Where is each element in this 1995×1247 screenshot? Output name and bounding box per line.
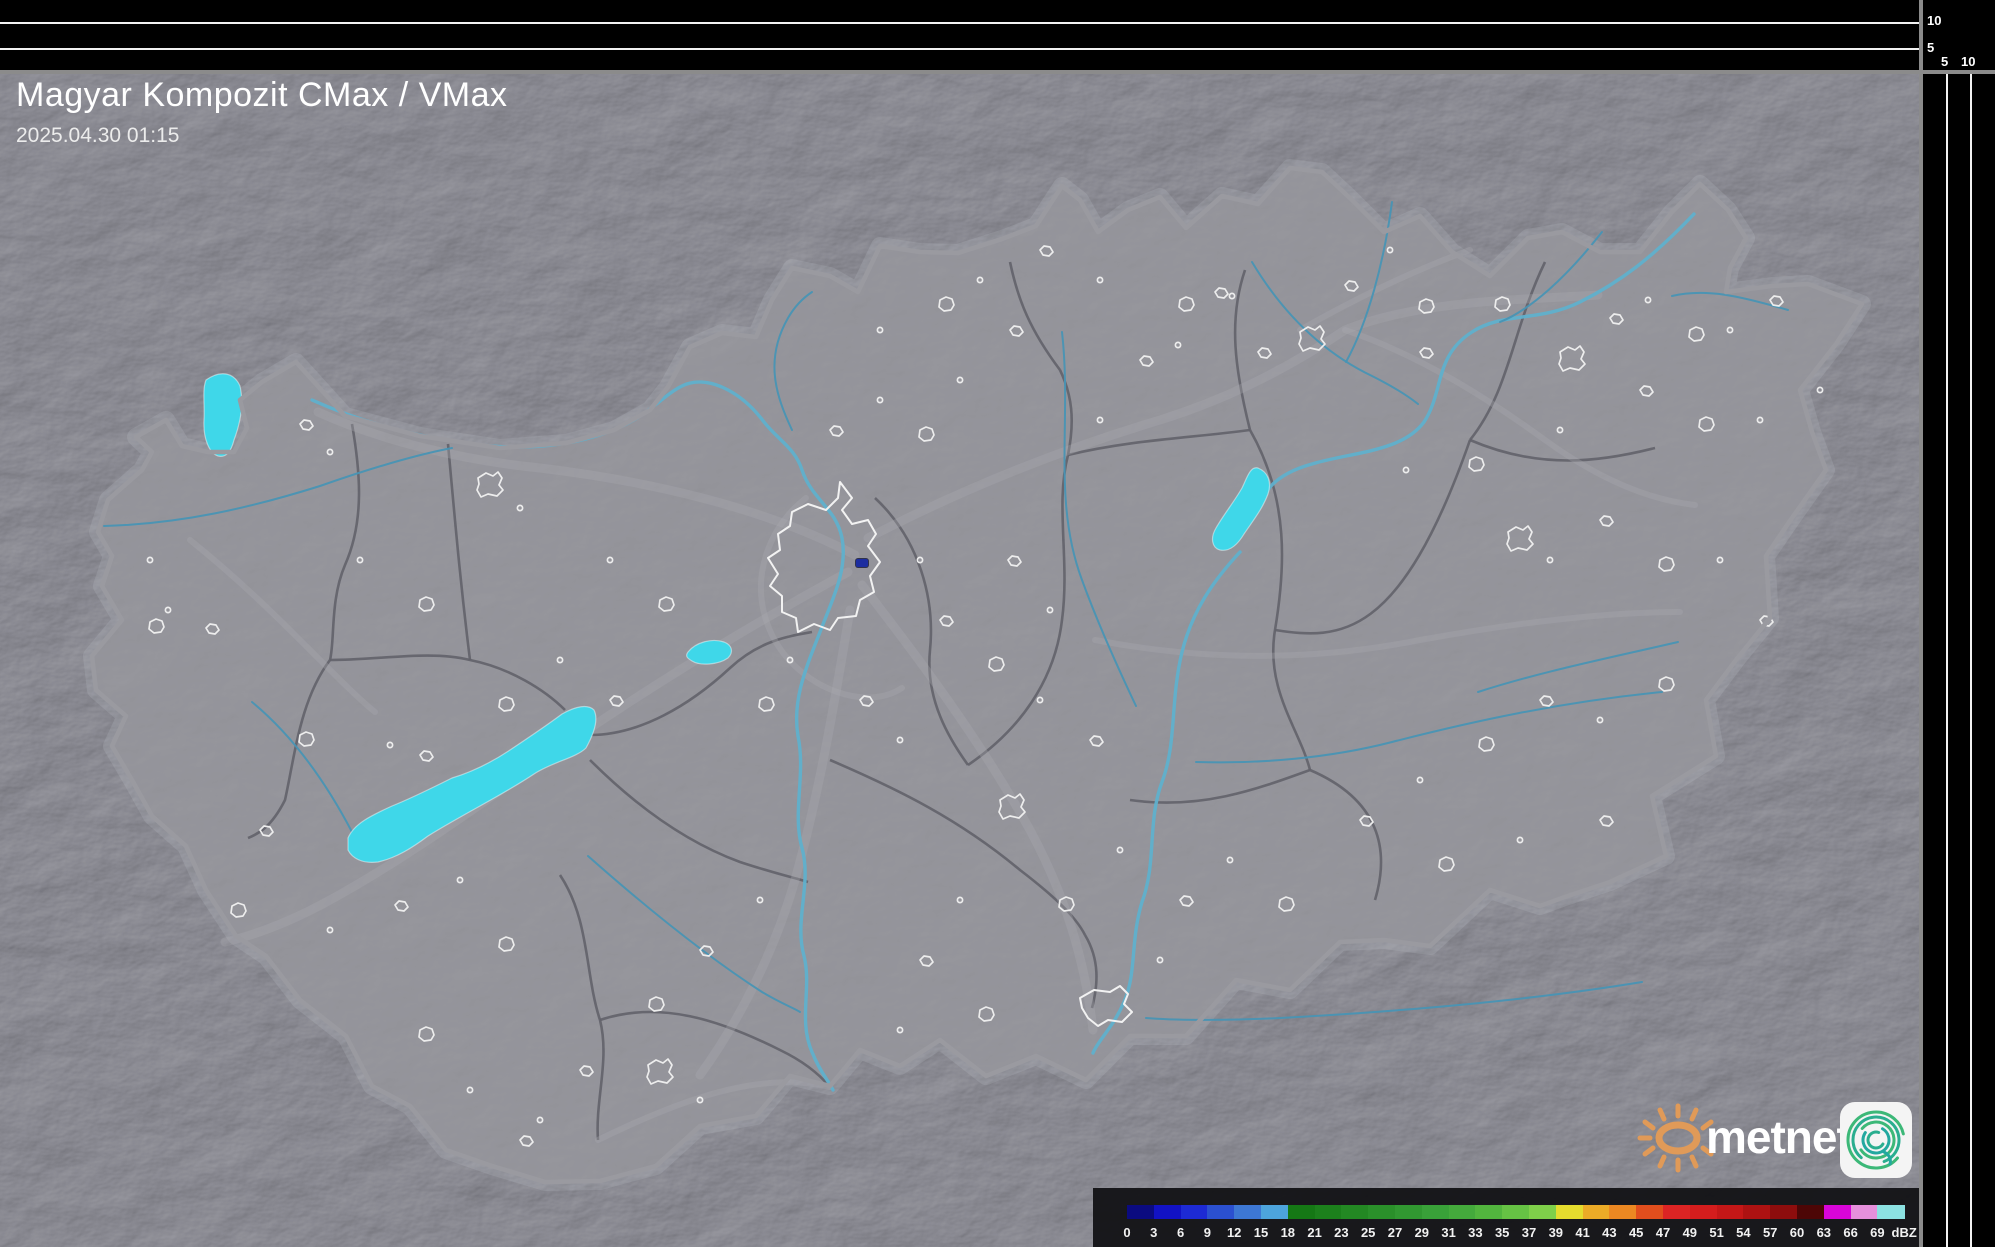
colorbar-tick-label: 49 bbox=[1682, 1225, 1698, 1240]
szeged-outline bbox=[1079, 985, 1133, 1027]
frame-horizontal-line bbox=[0, 70, 1995, 74]
colorbar-tick-label: 12 bbox=[1226, 1225, 1242, 1240]
colorbar-tick-label: 60 bbox=[1789, 1225, 1805, 1240]
colorbar-tick-label: 21 bbox=[1307, 1225, 1322, 1240]
metnet-logo: metnet bbox=[1636, 1092, 1916, 1184]
colorbar-tick-label: 51 bbox=[1709, 1225, 1724, 1240]
colorbar-segment bbox=[1716, 1205, 1744, 1219]
lakes bbox=[203, 373, 1271, 863]
colorbar-unit-label: dBZ bbox=[1891, 1225, 1917, 1240]
colorbar-tick-label: 41 bbox=[1575, 1225, 1590, 1240]
colorbar-tick-label: 9 bbox=[1203, 1225, 1212, 1240]
colorbar-tick-label: 15 bbox=[1253, 1225, 1269, 1240]
right-axis-label-10: 10 bbox=[1961, 54, 1976, 69]
colorbar-segment bbox=[1475, 1205, 1503, 1219]
colorbar-segment bbox=[1689, 1205, 1718, 1219]
colorbar-segment bbox=[1261, 1205, 1289, 1219]
sun-icon bbox=[1637, 1103, 1714, 1173]
dbz-colorbar: 0 3 6 9 12 15 18 21 23 25 27 29 31 33 35 37 39 41 43 45 47 49… bbox=[1093, 1188, 1919, 1247]
colorbar-tick-label: 66 bbox=[1843, 1225, 1858, 1240]
colorbar-tick-label: 18 bbox=[1280, 1225, 1296, 1240]
budapest-outline bbox=[767, 481, 881, 633]
colorbar-segment bbox=[1609, 1205, 1637, 1219]
colorbar-segment bbox=[1502, 1205, 1530, 1219]
colorbar-segment bbox=[1395, 1205, 1423, 1219]
logo-wordmark: metnet bbox=[1706, 1111, 1852, 1163]
lake-velence bbox=[686, 639, 733, 665]
lake-tisza bbox=[1211, 467, 1271, 551]
profile-gridline-10km bbox=[0, 22, 1919, 24]
colorbar-tick-label: 69 bbox=[1870, 1225, 1885, 1240]
colorbar-segment bbox=[1314, 1205, 1342, 1219]
colorbar-segment bbox=[1207, 1205, 1235, 1219]
colorbar-segment bbox=[1153, 1205, 1182, 1219]
title-block: Magyar Kompozit CMax / VMax 2025.04.30 0… bbox=[16, 76, 508, 148]
colorbar-tick-label: 29 bbox=[1414, 1225, 1430, 1240]
colorbar-segment bbox=[1529, 1205, 1557, 1219]
colorbar-tick-label: 45 bbox=[1628, 1225, 1644, 1240]
colorbar-tick-label: 31 bbox=[1441, 1225, 1456, 1240]
colorbar-tick-label: 37 bbox=[1521, 1225, 1537, 1240]
colorbar-tick-label: 25 bbox=[1360, 1225, 1376, 1240]
timestamp: 2025.04.30 01:15 bbox=[16, 124, 180, 147]
colorbar-segment bbox=[1448, 1205, 1476, 1219]
tisza-river bbox=[1261, 212, 1696, 499]
colorbar-segment bbox=[1180, 1205, 1208, 1219]
colorbar-segment bbox=[1555, 1205, 1584, 1219]
radar-echo bbox=[856, 559, 868, 567]
right-profile-panel bbox=[1923, 0, 1995, 1247]
colorbar-segment bbox=[1797, 1205, 1825, 1219]
frame-vertical-line bbox=[1919, 0, 1923, 1247]
colorbar-segment bbox=[1743, 1205, 1771, 1219]
colorbar-tick-label: 6 bbox=[1176, 1225, 1185, 1240]
colorbar-segment bbox=[1287, 1205, 1316, 1219]
colorbar-segment bbox=[1636, 1205, 1664, 1219]
metnet-app-icon bbox=[1840, 1102, 1912, 1178]
colorbar-tick-label: 27 bbox=[1387, 1225, 1403, 1240]
profile-gridline-10km-vertical bbox=[1970, 74, 1972, 1247]
colorbar-segment bbox=[1421, 1205, 1450, 1219]
colorbar-tick-label: 39 bbox=[1548, 1225, 1564, 1240]
colorbar-tick-label: 33 bbox=[1468, 1225, 1483, 1240]
colorbar-segment bbox=[1877, 1205, 1905, 1219]
profile-gridline-5km bbox=[0, 48, 1919, 50]
colorbar-tick-label: 35 bbox=[1494, 1225, 1510, 1240]
right-axis-label-5: 5 bbox=[1941, 54, 1949, 69]
colorbar-tick-label: 23 bbox=[1334, 1225, 1349, 1240]
colorbar-tick-label: 47 bbox=[1655, 1225, 1671, 1240]
colorbar-segment bbox=[1234, 1205, 1262, 1219]
lake-balaton bbox=[347, 705, 597, 863]
colorbar-segment bbox=[1341, 1205, 1369, 1219]
colorbar-tick-label: 3 bbox=[1150, 1225, 1158, 1240]
colorbar-segment bbox=[1823, 1205, 1852, 1219]
page-title: Magyar Kompozit CMax / VMax bbox=[16, 76, 508, 114]
colorbar-segment bbox=[1127, 1205, 1155, 1219]
top-profile-panel bbox=[0, 0, 1995, 70]
colorbar-tick-label: 43 bbox=[1602, 1225, 1617, 1240]
colorbar-segment bbox=[1582, 1205, 1610, 1219]
colorbar-tick-label: 63 bbox=[1816, 1225, 1832, 1240]
colorbar-segment bbox=[1850, 1205, 1878, 1219]
colorbar-segment bbox=[1770, 1205, 1798, 1219]
colorbar-segment bbox=[1368, 1205, 1396, 1219]
colorbar-tick-label: 57 bbox=[1762, 1225, 1778, 1240]
profile-gridline-5km-vertical bbox=[1946, 74, 1948, 1247]
top-axis-label-5: 5 bbox=[1927, 40, 1935, 55]
top-axis-label-10: 10 bbox=[1927, 13, 1942, 28]
city-outlines bbox=[767, 481, 1133, 1027]
colorbar-segment bbox=[1663, 1205, 1691, 1219]
colorbar-tick-label: 0 bbox=[1123, 1225, 1131, 1240]
colorbar-tick-label: 54 bbox=[1736, 1225, 1751, 1240]
